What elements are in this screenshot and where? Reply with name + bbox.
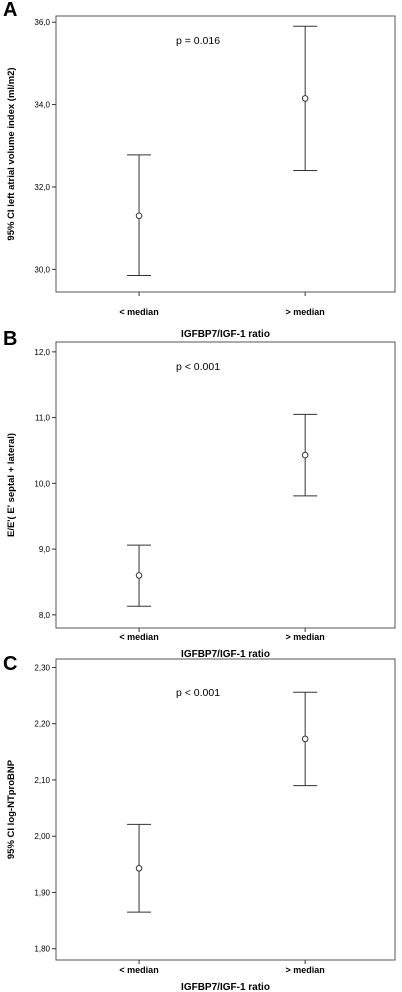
p-value-annotation: p < 0.001	[176, 687, 220, 699]
y-tick-label: 9,0	[39, 545, 51, 554]
x-tick-label: > median	[286, 307, 325, 317]
mean-point	[135, 212, 143, 220]
y-axis-label: 95% CI left atrial volume index (ml/m2)	[6, 67, 17, 240]
y-tick-label: 2,00	[34, 832, 50, 841]
x-axis-label: IGFBP7/IGF-1 ratio	[181, 649, 270, 660]
y-tick-label: 2,30	[34, 663, 50, 672]
y-tick-label: 2,10	[34, 776, 50, 785]
y-tick-label: 12,0	[34, 348, 50, 357]
panel-label: C	[3, 653, 17, 675]
x-tick-label: < median	[119, 632, 158, 642]
x-tick-label: < median	[119, 307, 158, 317]
x-tick-label: > median	[286, 632, 325, 642]
panel-label: B	[3, 328, 17, 350]
p-value-annotation: p = 0.016	[176, 35, 220, 47]
y-axis-label: 95% CI log-NTproBNP	[6, 759, 17, 859]
x-tick-label: < median	[119, 965, 158, 975]
y-tick-label: 30,0	[34, 265, 50, 274]
y-tick-label: 8,0	[39, 611, 51, 620]
x-axis-label: IGFBP7/IGF-1 ratio	[181, 982, 270, 992]
plot-frame	[55, 658, 396, 961]
y-tick-label: 34,0	[34, 101, 50, 110]
y-tick-label: 11,0	[35, 414, 51, 423]
x-axis-label: IGFBP7/IGF-1 ratio	[181, 329, 270, 340]
y-axis-label: E/E'( E' septal + lateral)	[6, 433, 17, 537]
y-tick-label: 1,80	[34, 945, 50, 954]
mean-point	[301, 451, 309, 459]
panel-label: A	[3, 0, 17, 21]
y-tick-label: 1,90	[34, 888, 50, 897]
y-tick-label: 10,0	[34, 479, 50, 488]
plot-frame	[55, 341, 396, 629]
y-tick-label: 2,20	[34, 720, 50, 729]
mean-point	[135, 864, 143, 872]
p-value-annotation: p < 0.001	[176, 361, 220, 373]
y-tick-label: 32,0	[34, 183, 50, 192]
x-tick-label: > median	[286, 965, 325, 975]
y-tick-label: 36,0	[34, 18, 50, 27]
plot-frame	[55, 15, 396, 293]
mean-point	[301, 735, 309, 743]
mean-point	[301, 95, 309, 102]
mean-point	[135, 572, 143, 579]
